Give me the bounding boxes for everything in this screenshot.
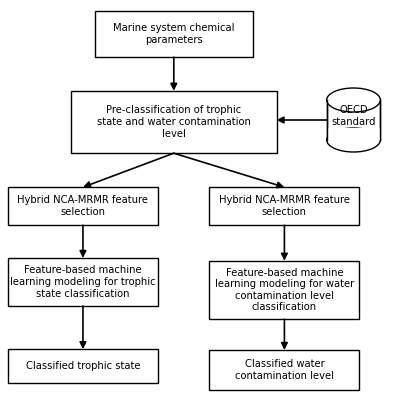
Text: Pre-classification of trophic
state and water contamination
level: Pre-classification of trophic state and … xyxy=(97,105,251,139)
Bar xyxy=(71,91,276,153)
Text: OECD
standard: OECD standard xyxy=(331,105,376,127)
Bar xyxy=(327,128,380,140)
Text: Hybrid NCA-MRMR feature
selection: Hybrid NCA-MRMR feature selection xyxy=(219,195,350,217)
Text: Feature-based machine
learning modeling for trophic
state classification: Feature-based machine learning modeling … xyxy=(10,266,156,298)
Bar xyxy=(327,100,380,140)
Text: Classified trophic state: Classified trophic state xyxy=(26,361,140,371)
Bar xyxy=(8,187,158,225)
Bar xyxy=(8,258,158,306)
Bar xyxy=(95,11,253,57)
Ellipse shape xyxy=(327,128,380,152)
Text: Hybrid NCA-MRMR feature
selection: Hybrid NCA-MRMR feature selection xyxy=(17,195,149,217)
Ellipse shape xyxy=(327,88,380,112)
Bar xyxy=(209,187,359,225)
Bar xyxy=(209,261,359,319)
Bar xyxy=(8,349,158,383)
Text: Marine system chemical
parameters: Marine system chemical parameters xyxy=(113,23,235,45)
Text: Classified water
contamination level: Classified water contamination level xyxy=(235,359,334,381)
Bar xyxy=(209,350,359,390)
Text: Feature-based machine
learning modeling for water
contamination level
classifica: Feature-based machine learning modeling … xyxy=(215,268,354,312)
